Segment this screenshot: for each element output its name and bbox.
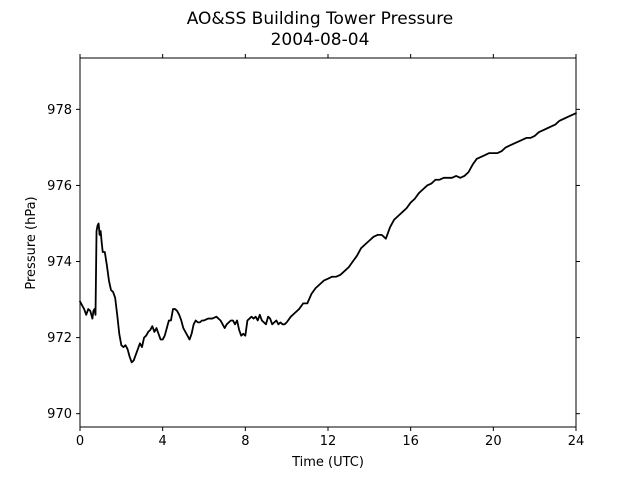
- x-tick-label: 4: [159, 434, 167, 449]
- x-tick-label: 8: [241, 434, 249, 449]
- chart-title: AO&SS Building Tower Pressure: [187, 9, 454, 29]
- y-tick-label: 970: [47, 407, 72, 422]
- x-tick-label: 16: [402, 434, 419, 449]
- y-tick-label: 978: [47, 103, 72, 118]
- x-tick-label: 12: [320, 434, 337, 449]
- plot-area: 0 4 8 12 16 20 24 970 972 974 976 978: [47, 54, 584, 449]
- x-tick-label: 0: [76, 434, 84, 449]
- x-axis-label: Time (UTC): [291, 455, 364, 470]
- y-tick-label: 972: [47, 331, 72, 346]
- x-tick-label: 20: [485, 434, 502, 449]
- y-tick-label: 976: [47, 179, 72, 194]
- axes-frame: [79, 57, 577, 428]
- y-tick-label: 974: [47, 255, 72, 270]
- x-tick-label: 24: [568, 434, 585, 449]
- chart-subtitle: 2004-08-04: [271, 30, 370, 50]
- pressure-series-line: [79, 112, 577, 364]
- y-axis-label: Pressure (hPa): [24, 196, 39, 289]
